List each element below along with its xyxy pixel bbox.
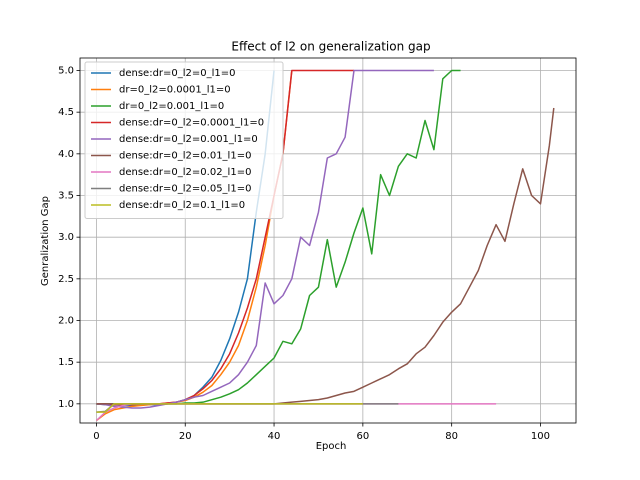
series-line xyxy=(96,69,434,409)
y-tick-label: 1.0 xyxy=(58,399,74,410)
y-tick-label: 3.0 xyxy=(58,232,74,243)
legend-label: dense:dr=0_l2=0.02_l1=0 xyxy=(119,167,251,178)
legend-label: dense:dr=0_l2=0.01_l1=0 xyxy=(119,151,251,162)
x-axis-label: Epoch xyxy=(316,441,347,452)
legend-box xyxy=(84,61,284,219)
x-tick-label: 20 xyxy=(179,431,192,442)
y-tick-label: 5.0 xyxy=(58,66,74,77)
legend-label: dr=0_l2=0.0001_l1=0 xyxy=(119,85,231,96)
plot-frame xyxy=(79,57,577,424)
x-tick-label: 40 xyxy=(268,431,281,442)
legend-label: dense:dr=0_l2=0.0001_l1=0 xyxy=(119,118,264,129)
legend-label: dense:dr=0_l2=0.001_l1=0 xyxy=(119,134,258,145)
series-line xyxy=(96,403,363,413)
x-tick-label: 80 xyxy=(445,431,458,442)
y-tick-label: 2.5 xyxy=(58,274,74,285)
y-tick-label: 1.5 xyxy=(58,357,74,368)
legend-label: dense:dr=0_l2=0_l1=0 xyxy=(119,68,236,79)
y-tick-label: 3.5 xyxy=(58,191,74,202)
x-tick-label: 100 xyxy=(531,431,550,442)
y-tick-label: 4.0 xyxy=(58,149,74,160)
legend-label: dr=0_l2=0.001_l1=0 xyxy=(119,101,224,112)
x-tick-label: 60 xyxy=(356,431,369,442)
legend-label: dense:dr=0_l2=0.1_l1=0 xyxy=(119,200,245,211)
x-tick-label: 0 xyxy=(93,431,99,442)
y-tick-label: 4.5 xyxy=(58,107,74,118)
y-tick-label: 2.0 xyxy=(58,316,74,327)
legend-label: dense:dr=0_l2=0.05_l1=0 xyxy=(119,184,251,195)
y-axis-label: Genralization Gap xyxy=(40,196,51,286)
chart-title: Effect of l2 on generalization gap xyxy=(231,40,430,54)
